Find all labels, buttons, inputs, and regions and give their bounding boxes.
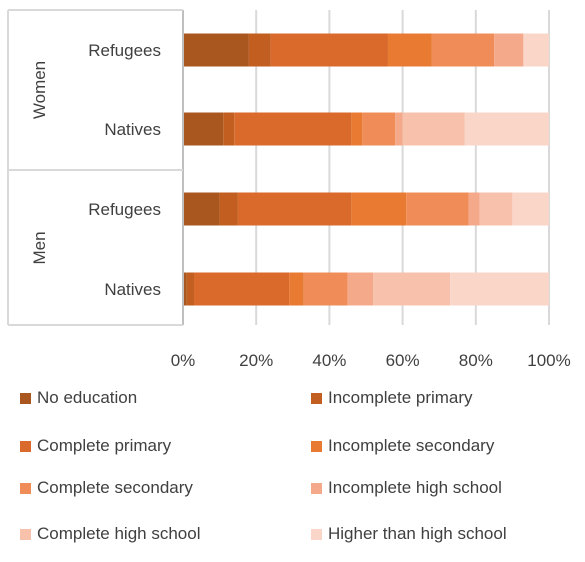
x-tick-label: 20% bbox=[239, 351, 273, 370]
bar-segment bbox=[183, 272, 187, 306]
bar-segment bbox=[289, 272, 304, 306]
bar-segment bbox=[183, 33, 249, 67]
bar-segment bbox=[512, 192, 549, 226]
row-label: Refugees bbox=[88, 41, 161, 60]
bar-segment bbox=[395, 112, 403, 146]
bar-segment bbox=[450, 272, 549, 306]
bars bbox=[183, 33, 549, 306]
x-tick-label: 0% bbox=[171, 351, 196, 370]
x-tick-label: 100% bbox=[527, 351, 570, 370]
x-tick-label: 80% bbox=[459, 351, 493, 370]
row-label: Refugees bbox=[88, 200, 161, 219]
bar-segment bbox=[270, 33, 388, 67]
bar-segment bbox=[351, 112, 363, 146]
bar-segment bbox=[373, 272, 451, 306]
x-tick-label: 40% bbox=[312, 351, 346, 370]
bar-segment bbox=[431, 33, 495, 67]
bar-segment bbox=[494, 33, 524, 67]
bar-segment bbox=[223, 112, 235, 146]
bar-segment bbox=[351, 192, 407, 226]
bar-segment bbox=[468, 192, 480, 226]
bar-segment bbox=[186, 272, 194, 306]
labels: Refugees Natives Refugees Natives Women Men 0%… bbox=[30, 41, 571, 370]
bar-segment bbox=[464, 112, 549, 146]
bar-segment bbox=[406, 192, 469, 226]
bar-segment bbox=[183, 112, 224, 146]
category-frame bbox=[7, 9, 184, 326]
bar-segment bbox=[183, 192, 220, 226]
group-label: Men bbox=[30, 231, 49, 264]
bar-segment bbox=[248, 33, 271, 67]
bar-segment bbox=[234, 112, 352, 146]
row-label: Natives bbox=[104, 280, 161, 299]
row-label: Natives bbox=[104, 120, 161, 139]
bar-segment bbox=[402, 112, 465, 146]
group-label: Women bbox=[30, 61, 49, 119]
bar-segment bbox=[219, 192, 238, 226]
bar-segment bbox=[193, 272, 290, 306]
bar-segment bbox=[347, 272, 374, 306]
bar-segment bbox=[303, 272, 348, 306]
bar-segment bbox=[479, 192, 513, 226]
bar-segment bbox=[387, 33, 432, 67]
bar-segment bbox=[237, 192, 352, 226]
x-tick-label: 60% bbox=[386, 351, 420, 370]
bar-segment bbox=[523, 33, 549, 67]
bar-segment bbox=[362, 112, 396, 146]
